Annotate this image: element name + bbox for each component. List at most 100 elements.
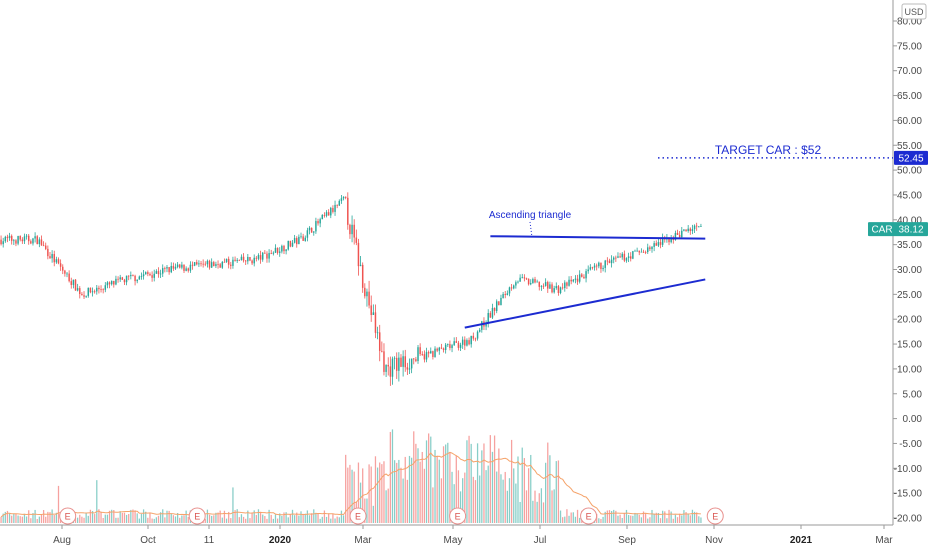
candle-body (438, 347, 441, 351)
candle-body (138, 276, 141, 280)
candle-body (157, 271, 160, 275)
candle-body (230, 264, 232, 266)
earnings-marker[interactable]: E (188, 507, 206, 525)
candle-body (495, 301, 498, 312)
volume-bar (36, 518, 38, 523)
time-tick-label: Nov (705, 535, 723, 546)
volume-bar (547, 442, 549, 523)
volume-bar (623, 512, 625, 523)
candle-body (691, 229, 694, 232)
volume-bar (404, 456, 406, 523)
volume-bar (96, 480, 98, 523)
volume-bar (621, 517, 623, 523)
candle-body (589, 267, 592, 270)
earnings-marker[interactable]: E (706, 507, 724, 525)
candle-body (681, 230, 683, 238)
volume-bar (332, 513, 334, 523)
candle-body (606, 260, 609, 262)
ticker-tag-bg (868, 222, 928, 237)
volume-bar (2, 513, 4, 523)
volume-bar (604, 511, 606, 523)
price-tick-label: -15.00 (894, 489, 923, 500)
candle-body (100, 289, 102, 290)
volume-bar (317, 513, 319, 523)
volume-bar (121, 512, 123, 523)
volume-bar (493, 435, 496, 523)
volume-bar (319, 518, 321, 523)
volume-bar (279, 513, 281, 523)
volume-bar (185, 510, 187, 523)
volume-bar (13, 513, 15, 523)
candle-body (83, 295, 85, 297)
candle-body (638, 250, 640, 253)
volume-bar (508, 478, 511, 523)
volume-bar (228, 511, 230, 523)
candle-body (74, 279, 77, 291)
earnings-marker[interactable]: E (449, 507, 467, 525)
candle-body (49, 256, 51, 259)
candle-body (336, 204, 338, 206)
target-label[interactable]: TARGET CAR : $52 (715, 143, 822, 157)
candle-body (502, 294, 504, 298)
volume-bar (681, 515, 683, 523)
volume-bar (272, 518, 274, 523)
volume-bar (187, 517, 189, 523)
candle-body (159, 273, 162, 275)
volume-bar (619, 514, 621, 523)
earnings-marker[interactable]: E (349, 507, 367, 525)
volume-bar (291, 509, 294, 523)
resistance-trendline[interactable] (490, 235, 706, 240)
pattern-label[interactable]: Ascending triangle (489, 210, 572, 221)
candle-body (325, 212, 328, 216)
volume-bar (423, 468, 426, 523)
time-tick-label: Aug (53, 535, 71, 546)
volume-bar (170, 513, 172, 523)
candle-body (327, 212, 330, 216)
price-tick-label: 55.00 (897, 141, 922, 152)
volume-bar (287, 517, 289, 523)
price-tick-label: 50.00 (897, 166, 922, 177)
candle-body (581, 274, 583, 277)
price-tick-label: 75.00 (897, 41, 922, 52)
currency-box[interactable] (901, 3, 927, 20)
earnings-marker[interactable]: E (59, 507, 77, 525)
support-trendline[interactable] (464, 278, 706, 329)
volume-bar (602, 516, 604, 523)
price-tick-label: 10.00 (897, 364, 922, 375)
volume-bar (106, 514, 109, 523)
candle-body (676, 232, 679, 235)
volume-bar (504, 471, 506, 523)
candle-body (553, 288, 555, 293)
candle-body (276, 247, 279, 253)
price-tick-label: 80.00 (897, 17, 922, 28)
earnings-marker[interactable]: E (580, 507, 598, 525)
candle-body (383, 351, 385, 372)
candle-body (198, 263, 200, 265)
candle-body (583, 276, 585, 279)
candle-body (653, 243, 655, 247)
time-tick-label: Sep (618, 535, 636, 546)
candle-body (610, 259, 613, 264)
volume-bar (664, 511, 666, 523)
volume-bar (483, 443, 485, 523)
volume-bar (527, 468, 530, 523)
volume-bar (179, 517, 181, 523)
volume-bar (666, 518, 668, 523)
time-tick-label: May (444, 535, 463, 546)
candle-body (470, 335, 472, 345)
volume-bar (168, 510, 170, 523)
candle-body (349, 224, 351, 235)
candle-body (321, 215, 324, 220)
candle-body (281, 245, 283, 252)
volume-bar (419, 461, 421, 523)
candle-body (242, 256, 245, 261)
candle-body (674, 232, 677, 241)
volume-bar (615, 510, 617, 523)
candle-body (234, 259, 236, 261)
volume-bar (242, 516, 245, 523)
volume-bar (700, 517, 702, 523)
candle-body (72, 279, 75, 285)
candle-body (493, 307, 496, 312)
svg-text:E: E (455, 512, 461, 522)
